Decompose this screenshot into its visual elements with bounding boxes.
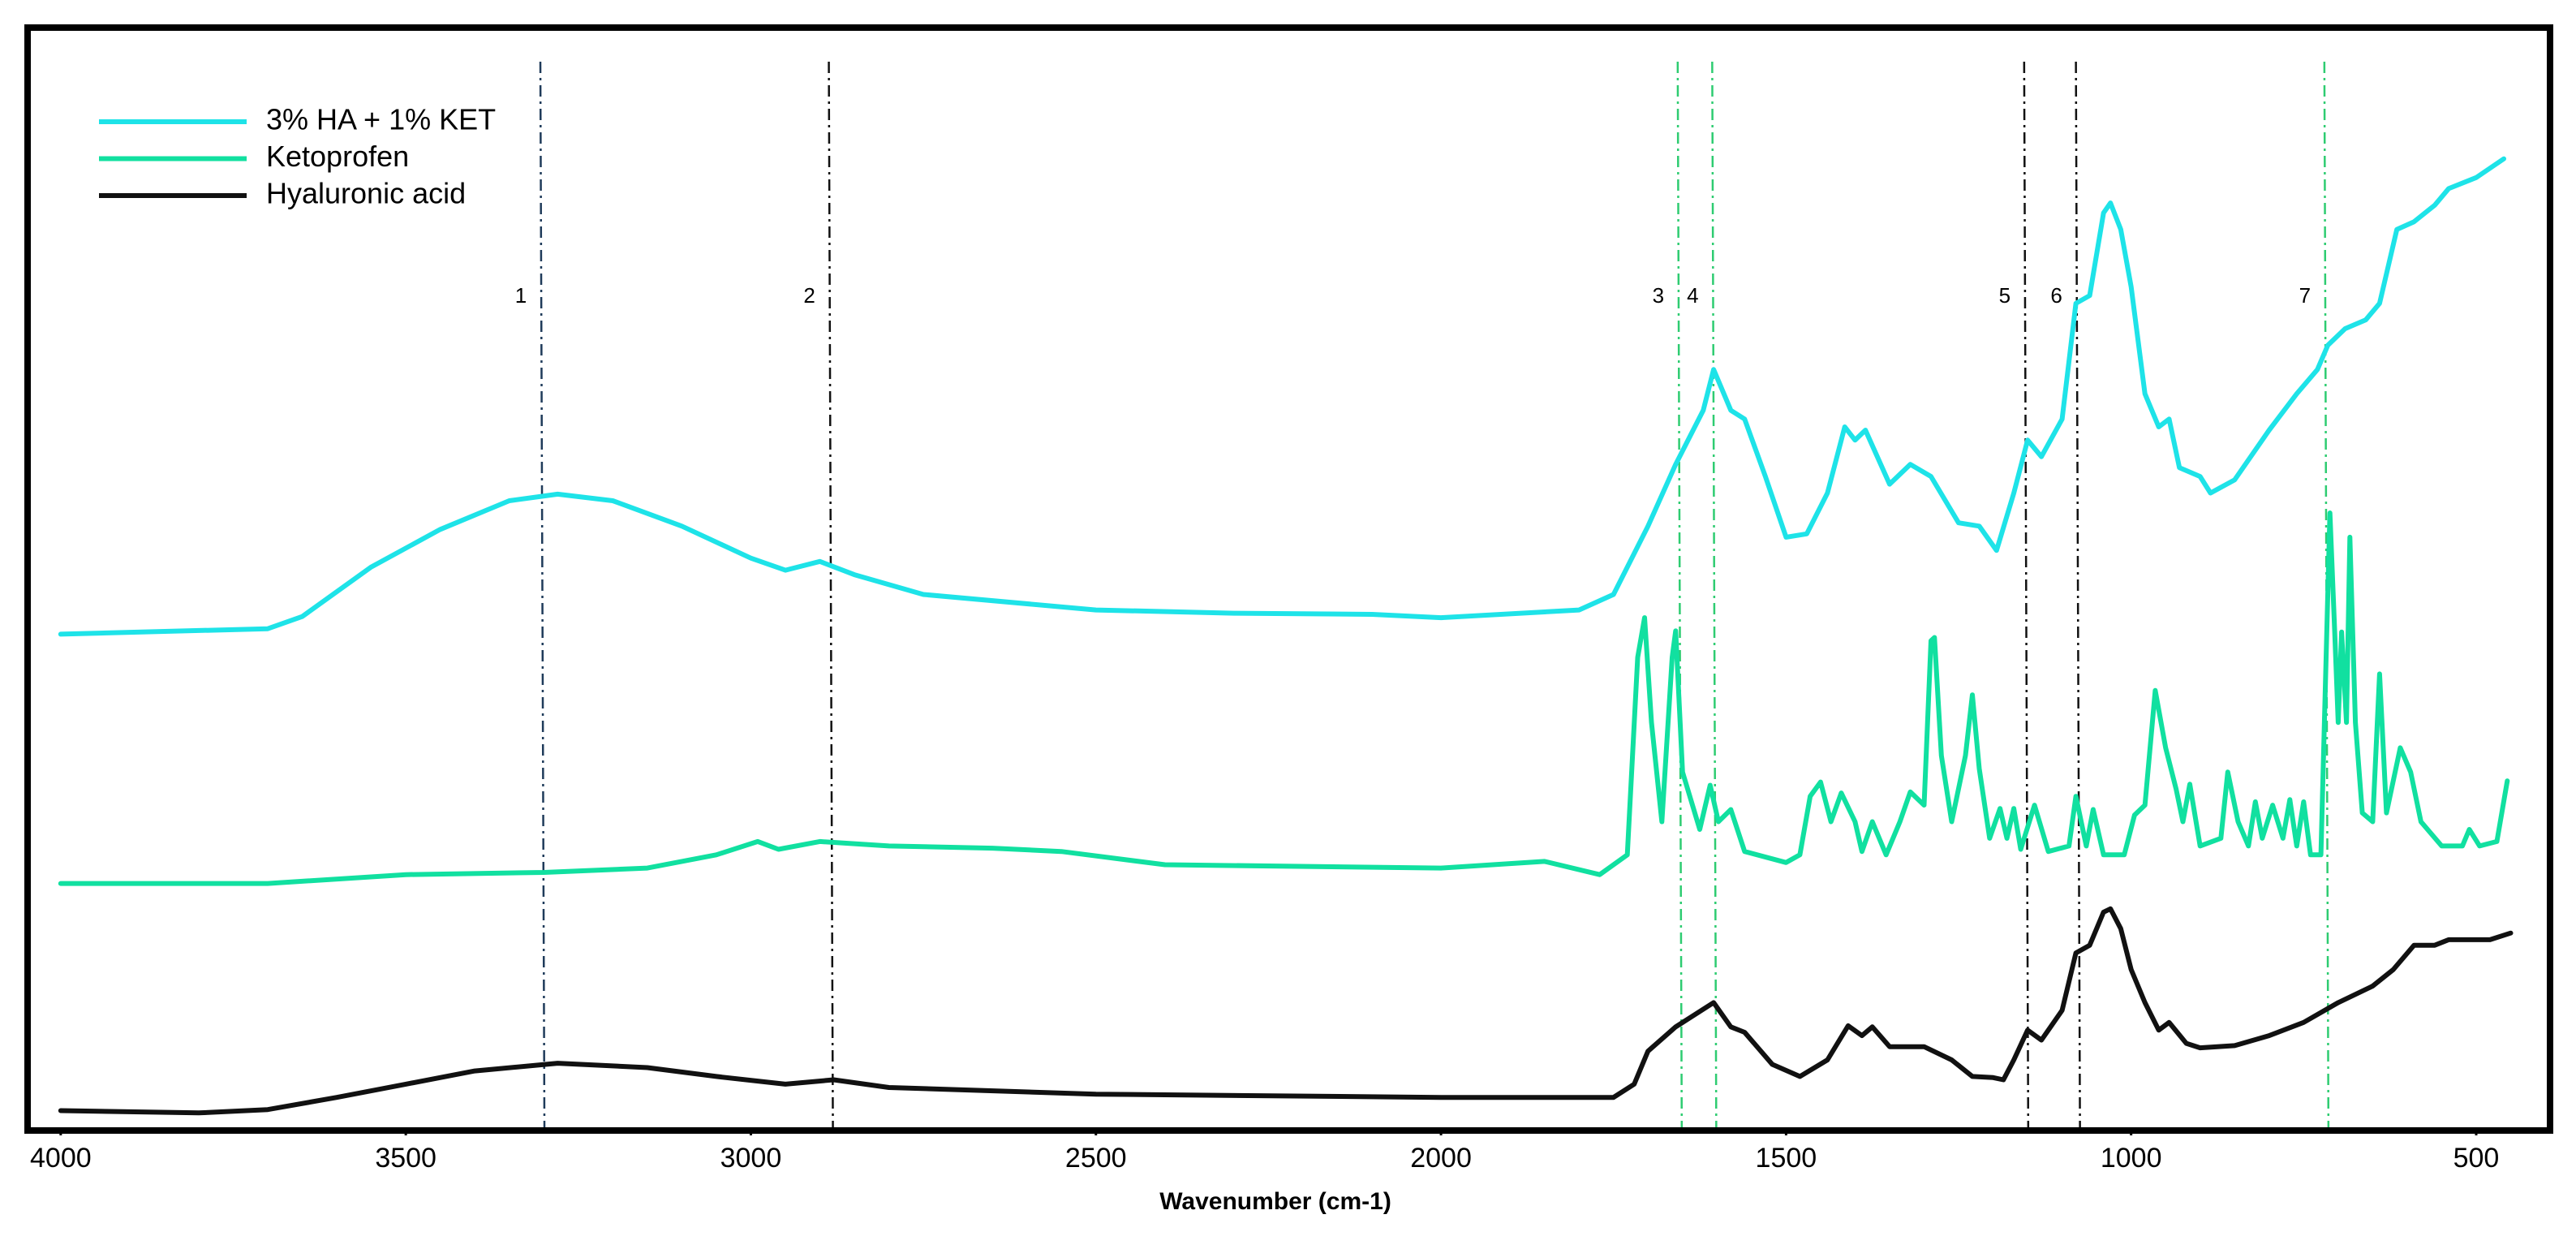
peak-label: 4 (1687, 283, 1698, 308)
legend-label: Hyaluronic acid (266, 177, 466, 210)
peak-line (2323, 61, 2330, 1128)
x-axis-label: Wavenumber (cm-1) (1159, 1188, 1391, 1215)
peak-label: 7 (2299, 283, 2311, 308)
peak-label: 2 (803, 283, 815, 308)
x-tick-label: 3500 (375, 1143, 437, 1174)
x-tick-label: 2500 (1065, 1143, 1127, 1174)
x-tick-label: 1500 (1756, 1143, 1817, 1174)
peak-line (539, 61, 546, 1128)
legend-label: Ketoprofen (266, 140, 409, 173)
peak-label: 5 (1999, 283, 2010, 308)
x-tick-label: 500 (2453, 1143, 2500, 1174)
x-tick-label: 4000 (30, 1143, 92, 1174)
peak-label: 3 (1653, 283, 1664, 308)
x-tick-label: 1000 (2101, 1143, 2162, 1174)
legend-label: 3% HA + 1% KET (266, 103, 496, 136)
peak-label: 1 (515, 283, 527, 308)
peak-line (2075, 61, 2081, 1128)
peak-line (1676, 61, 1684, 1128)
series-line (58, 906, 2514, 1116)
series-line (58, 156, 2506, 637)
peak-line (2023, 61, 2030, 1128)
x-tick-label: 3000 (720, 1143, 782, 1174)
peak-line (1711, 61, 1718, 1128)
peak-label: 6 (2050, 283, 2062, 308)
x-tick-label: 2000 (1410, 1143, 1472, 1174)
peak-line (828, 61, 834, 1128)
series-line (58, 510, 2510, 886)
plot-frame (24, 24, 2553, 1134)
